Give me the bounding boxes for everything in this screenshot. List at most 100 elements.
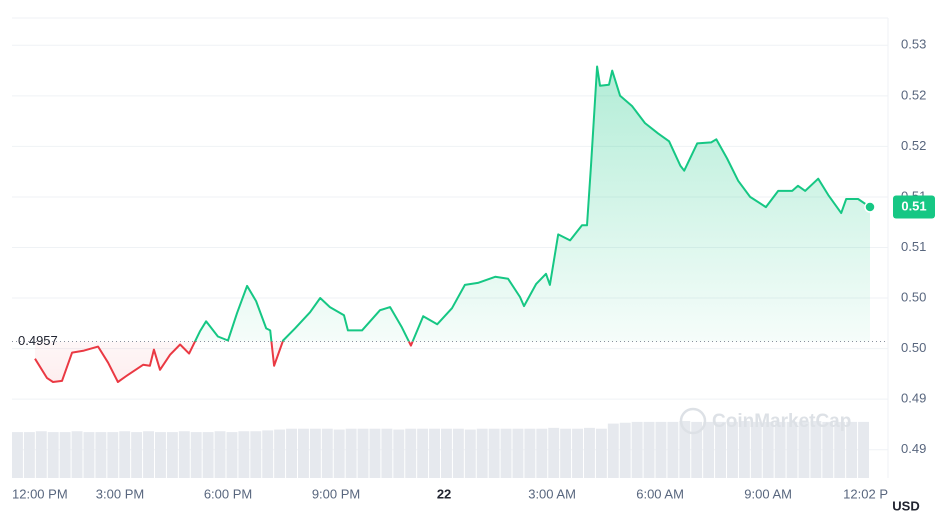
price-badge bbox=[893, 195, 935, 219]
axes: 0.49 0.49 0.50 0.50 0.51 0.51 0.52 0.52 0.53 12:0… bbox=[12, 37, 935, 501]
volume-bar bbox=[619, 422, 631, 478]
volume-bar bbox=[262, 430, 274, 478]
volume-bar bbox=[512, 428, 524, 478]
price-line bbox=[34, 65, 871, 383]
volume-bar bbox=[631, 421, 643, 478]
volume-bar bbox=[393, 429, 405, 478]
volume-bar bbox=[35, 431, 47, 478]
volume-bar bbox=[738, 421, 750, 478]
y-tick-label: 0.49 bbox=[901, 391, 926, 406]
volume-bar bbox=[429, 428, 440, 478]
y-tick-label: 0.49 bbox=[901, 441, 926, 456]
x-tick-label: 6:00 AM bbox=[636, 486, 684, 501]
volume-bar bbox=[727, 421, 738, 478]
volume-bar bbox=[584, 427, 595, 478]
volume-bar bbox=[405, 428, 417, 478]
volume-bar bbox=[381, 428, 393, 478]
volume-bars bbox=[12, 421, 869, 478]
volume-bar bbox=[524, 428, 536, 478]
volume-bar bbox=[786, 421, 798, 478]
volume-bar bbox=[774, 421, 786, 478]
volume-bar bbox=[369, 428, 381, 478]
y-tick-label: 0.53 bbox=[901, 37, 926, 52]
volume-bar bbox=[95, 432, 107, 478]
watermark: CoinMarketCap bbox=[679, 407, 851, 435]
volume-bar bbox=[417, 428, 429, 478]
volume-bar bbox=[321, 428, 333, 478]
baseline-label: 0.4957 bbox=[18, 333, 58, 348]
volume-bar bbox=[59, 432, 71, 478]
currency-label: USD bbox=[892, 498, 919, 513]
volume-bar bbox=[858, 421, 869, 478]
volume-bar bbox=[131, 432, 143, 478]
volume-bar bbox=[667, 421, 679, 478]
y-tick-label: 0.51 bbox=[901, 239, 926, 254]
volume-bar bbox=[464, 429, 476, 478]
volume-bar bbox=[83, 432, 95, 478]
volume-bar bbox=[810, 421, 822, 478]
watermark-logo bbox=[679, 407, 707, 435]
volume-bar bbox=[750, 421, 762, 478]
y-tick-label: 0.50 bbox=[901, 340, 926, 355]
volume-bar bbox=[309, 428, 321, 478]
watermark-text: CoinMarketCap bbox=[712, 411, 851, 432]
volume-bar bbox=[476, 428, 488, 478]
volume-bar bbox=[23, 432, 35, 478]
volume-bar bbox=[119, 431, 131, 478]
volume-bar bbox=[143, 431, 154, 478]
x-tick-label: 9:00 PM bbox=[312, 486, 360, 501]
x-tick-label: 9:00 AM bbox=[744, 486, 792, 501]
x-tick-label: 22 bbox=[437, 486, 451, 501]
volume-bar bbox=[500, 428, 512, 478]
volume-bar bbox=[226, 432, 238, 478]
volume-bar bbox=[655, 421, 667, 478]
x-tick-label: 6:00 PM bbox=[204, 486, 252, 501]
volume-bar bbox=[595, 428, 607, 478]
volume-bar bbox=[643, 421, 655, 478]
volume-bar bbox=[238, 431, 250, 478]
volume-bar bbox=[691, 421, 703, 478]
price-area bbox=[35, 66, 870, 382]
volume-bar bbox=[834, 421, 846, 478]
x-tick-label: 3:00 AM bbox=[528, 486, 576, 501]
price-badge-label: 0.51 bbox=[901, 198, 926, 213]
volume-bar bbox=[822, 421, 834, 478]
volume-bar bbox=[298, 428, 309, 478]
volume-bar bbox=[357, 428, 369, 478]
volume-bar bbox=[762, 421, 774, 478]
volume-bar bbox=[703, 421, 715, 478]
volume-bar bbox=[441, 428, 452, 478]
volume-bar bbox=[333, 429, 345, 478]
volume-bar bbox=[679, 421, 691, 478]
volume-bar bbox=[107, 432, 119, 478]
volume-bar bbox=[155, 432, 166, 478]
y-tick-label: 0.52 bbox=[901, 138, 926, 153]
volume-bar bbox=[715, 421, 726, 478]
volume-bar bbox=[345, 428, 357, 478]
plot: 0.4957 bbox=[12, 65, 888, 383]
volume-bar bbox=[548, 427, 560, 478]
volume-bar bbox=[71, 431, 83, 478]
volume-bar bbox=[488, 428, 500, 478]
volume-bar bbox=[572, 428, 583, 478]
volume-bar bbox=[47, 432, 59, 478]
volume-bar bbox=[166, 432, 178, 478]
volume-bar bbox=[798, 421, 810, 478]
volume-bar bbox=[202, 432, 214, 478]
x-tick-label: 12:02 P bbox=[843, 486, 888, 501]
volume-bar bbox=[250, 431, 262, 478]
volume-bar bbox=[560, 428, 572, 478]
volume-bar bbox=[536, 428, 548, 478]
volume-bar bbox=[12, 432, 23, 478]
volume-bar bbox=[286, 428, 297, 478]
volume-bar bbox=[178, 431, 190, 478]
volume-bar bbox=[846, 421, 858, 478]
last-price-dot bbox=[864, 201, 876, 213]
y-tick-label: 0.50 bbox=[901, 289, 926, 304]
volume-bar bbox=[452, 428, 464, 478]
x-tick-label: 12:00 PM bbox=[12, 486, 68, 501]
volume-bar bbox=[214, 431, 226, 478]
x-tick-label: 3:00 PM bbox=[96, 486, 144, 501]
